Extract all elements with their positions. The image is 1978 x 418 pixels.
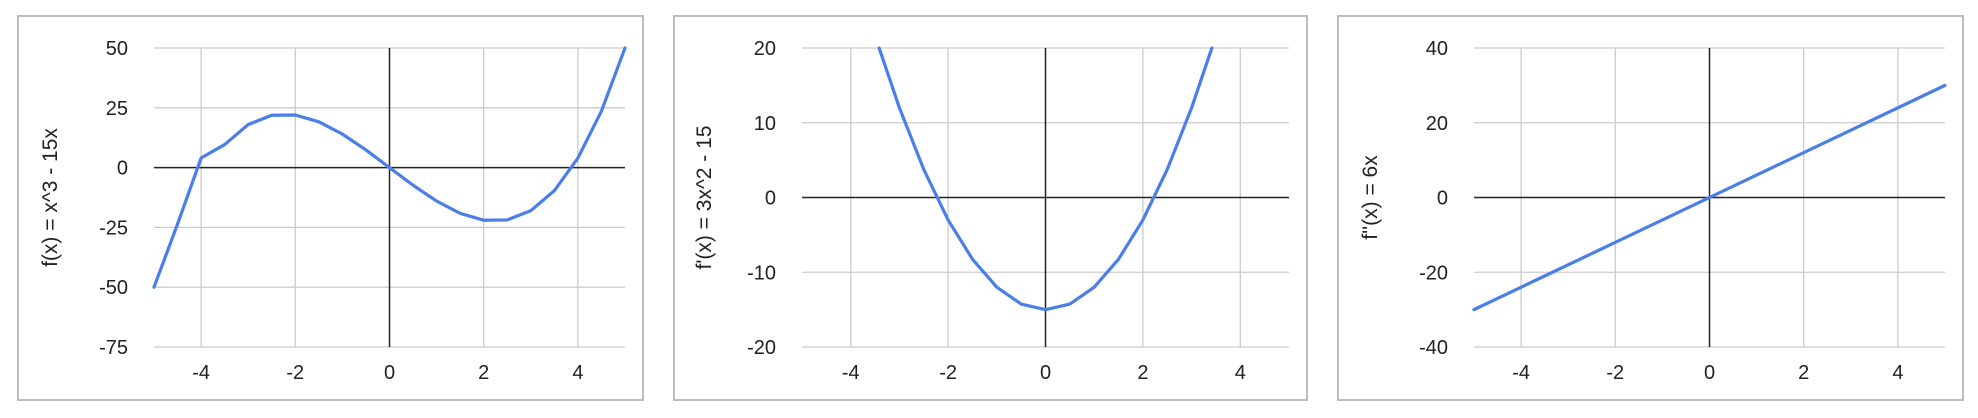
x-tick-label: -4 bbox=[1512, 362, 1530, 384]
y-tick-label: -20 bbox=[1419, 262, 1448, 284]
chart-panel-second-derivative: -40 -20 0 20 40 -4 -2 0 2 4 f''(x) = 6x bbox=[1337, 15, 1964, 401]
x-tick-label: 0 bbox=[1704, 362, 1715, 384]
y-tick-label: -20 bbox=[747, 337, 776, 359]
x-tick-label: 4 bbox=[1235, 362, 1246, 384]
series-line bbox=[1472, 83, 1947, 312]
y-tick-label: 25 bbox=[106, 98, 128, 120]
series-line bbox=[152, 46, 627, 289]
y-tick-label: -50 bbox=[99, 277, 128, 299]
x-tick-label: -2 bbox=[286, 362, 304, 384]
y-tick-label: -25 bbox=[99, 217, 128, 239]
y-tick-label: -40 bbox=[1419, 337, 1448, 359]
y-tick-label: 10 bbox=[754, 113, 776, 135]
y-tick-label: -75 bbox=[99, 337, 128, 359]
y-tick-label: 0 bbox=[765, 188, 776, 210]
y-tick-label: 40 bbox=[1426, 38, 1448, 60]
x-tick-label: 0 bbox=[1040, 362, 1051, 384]
y-tick-label: 20 bbox=[754, 38, 776, 60]
x-tick-label: -2 bbox=[1606, 362, 1624, 384]
series-line bbox=[877, 46, 1214, 312]
y-tick-label: 50 bbox=[106, 38, 128, 60]
chart-cubic: -75 -50 -25 0 25 50 -4 -2 0 2 4 f(x) = x^3 - 15x bbox=[39, 38, 627, 384]
x-tick-label: -4 bbox=[192, 362, 210, 384]
y-axis-label: f(x) = x^3 - 15x bbox=[39, 128, 62, 267]
x-tick-label: -2 bbox=[939, 362, 957, 384]
x-tick-label: 4 bbox=[572, 362, 583, 384]
x-tick-label: 0 bbox=[384, 362, 395, 384]
x-tick-label: -4 bbox=[842, 362, 860, 384]
y-tick-label: 0 bbox=[1437, 188, 1448, 210]
chart-panel-first-derivative: -20 -10 0 10 20 -4 -2 0 2 4 f'(x) = 3x^2 - 15 bbox=[673, 15, 1308, 401]
y-axis-label: f''(x) = 6x bbox=[1359, 155, 1382, 240]
y-tick-label: 20 bbox=[1426, 113, 1448, 135]
x-tick-label: 2 bbox=[478, 362, 489, 384]
x-tick-label: 2 bbox=[1137, 362, 1148, 384]
x-tick-label: 4 bbox=[1892, 362, 1903, 384]
y-tick-label: 0 bbox=[117, 158, 128, 180]
y-tick-label: -10 bbox=[747, 262, 776, 284]
x-tick-label: 2 bbox=[1798, 362, 1809, 384]
chart-panel-cubic: -75 -50 -25 0 25 50 -4 -2 0 2 4 f(x) = x^3 - 15x bbox=[17, 15, 644, 401]
y-axis-label: f'(x) = 3x^2 - 15 bbox=[693, 126, 716, 270]
